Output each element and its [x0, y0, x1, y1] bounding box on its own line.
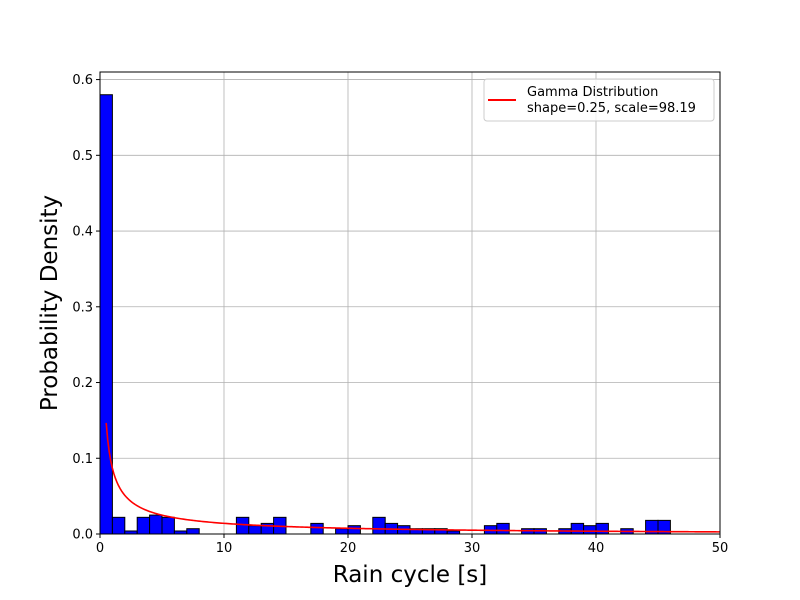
gamma-curve-layer — [105, 422, 721, 533]
histogram-bar — [235, 516, 250, 535]
histogram-bar — [372, 516, 386, 535]
histogram-bar — [496, 522, 510, 535]
histogram-bar — [347, 525, 361, 535]
histogram-bar — [99, 94, 113, 535]
histogram-bar — [186, 528, 200, 535]
histogram-bar — [161, 516, 175, 535]
x-axis-ticks: 0 10 20 30 40 50 — [96, 534, 728, 556]
histogram-bar — [310, 522, 324, 535]
histogram-bar — [570, 522, 585, 535]
x-tick-label: 0 — [96, 541, 104, 556]
legend: Gamma Distribution shape=0.25, scale=98.… — [483, 78, 715, 122]
histogram-bar — [335, 528, 349, 535]
y-axis-ticks: 0.0 0.1 0.2 0.3 0.4 0.5 0.6 — [72, 73, 100, 543]
x-tick-label: 30 — [464, 541, 481, 556]
x-tick-label: 50 — [712, 541, 729, 556]
y-tick-label: 0.6 — [72, 73, 93, 88]
x-axis-title: Rain cycle [s] — [333, 562, 488, 588]
x-tick-label: 10 — [216, 541, 233, 556]
y-tick-label: 0.0 — [72, 528, 93, 543]
histogram-bar — [248, 525, 262, 535]
histogram-bar — [595, 522, 609, 535]
x-tick-label: 20 — [340, 541, 357, 556]
y-tick-label: 0.5 — [72, 149, 93, 164]
y-tick-label: 0.2 — [72, 376, 93, 391]
histogram-bar — [583, 525, 597, 535]
y-tick-label: 0.1 — [72, 452, 93, 467]
y-tick-label: 0.4 — [72, 225, 93, 240]
histogram-bar — [149, 514, 163, 535]
plot-frame — [99, 71, 721, 535]
legend-label-line1: Gamma Distribution — [527, 85, 658, 100]
gamma-distribution-curve — [105, 422, 721, 533]
x-tick-label: 40 — [588, 541, 605, 556]
histogram-bar — [136, 516, 151, 535]
histogram-bar — [111, 516, 126, 535]
legend-label-line2: shape=0.25, scale=98.19 — [527, 101, 696, 116]
y-tick-label: 0.3 — [72, 300, 93, 315]
y-axis-title: Probability Density — [37, 195, 63, 411]
legend-box — [483, 78, 715, 122]
